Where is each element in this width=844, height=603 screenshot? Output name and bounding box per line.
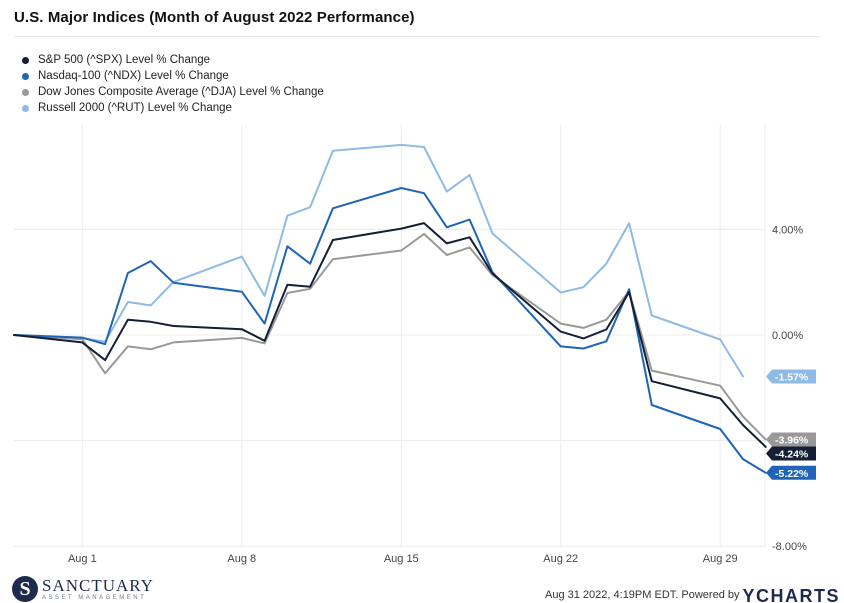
logo-mark: S bbox=[12, 576, 38, 602]
y-tick-label: 0.00% bbox=[772, 330, 803, 342]
legend-item-ndx[interactable]: Nasdaq-100 (^NDX) Level % Change bbox=[22, 68, 324, 84]
end-label-tag-dja bbox=[766, 432, 816, 447]
end-label-ndx: -5.22% bbox=[775, 468, 809, 480]
series-line-dja bbox=[13, 232, 767, 441]
legend-dot bbox=[22, 56, 29, 64]
end-label-tag-ndx bbox=[766, 465, 816, 480]
legend-label: Russell 2000 (^RUT) Level % Change bbox=[38, 102, 232, 114]
legend-label: Nasdaq-100 (^NDX) Level % Change bbox=[38, 70, 229, 82]
page-title: U.S. Major Indices (Month of August 2022… bbox=[14, 9, 415, 26]
legend-item-dja[interactable]: Dow Jones Composite Average (^DJA) Level… bbox=[22, 84, 324, 100]
footer-attribution: Aug 31 2022, 4:19PM EDT. Powered by YCHA… bbox=[545, 589, 840, 603]
end-label-dja: -3.96% bbox=[775, 435, 809, 447]
legend-item-rut[interactable]: Russell 2000 (^RUT) Level % Change bbox=[22, 100, 324, 116]
legend-label: S&P 500 (^SPX) Level % Change bbox=[38, 54, 211, 66]
logo-name: SANCTUARY bbox=[42, 576, 154, 595]
sanctuary-logo: S SANCTUARY ASSET MANAGEMENT bbox=[12, 576, 154, 602]
series-line-rut bbox=[13, 143, 744, 378]
end-label-tag-spx bbox=[766, 446, 816, 461]
ycharts-logo: YCHARTS bbox=[742, 589, 840, 603]
timestamp: Aug 31 2022, 4:19PM EDT. bbox=[545, 589, 679, 601]
chart-legend: S&P 500 (^SPX) Level % Change Nasdaq-100 … bbox=[22, 52, 324, 116]
title-divider bbox=[14, 36, 820, 37]
x-tick-label: Aug 15 bbox=[384, 553, 419, 565]
end-label-tag-rut bbox=[766, 369, 816, 384]
x-tick-label: Aug 22 bbox=[543, 553, 578, 565]
y-tick-label: 4.00% bbox=[772, 224, 803, 236]
powered-by-text: Powered by bbox=[681, 589, 740, 601]
logo-tagline: ASSET MANAGEMENT bbox=[42, 595, 147, 601]
x-tick-label: Aug 8 bbox=[227, 553, 256, 565]
end-label-rut: -1.57% bbox=[775, 371, 809, 383]
y-tick-label: -8.00% bbox=[772, 541, 807, 553]
x-tick-label: Aug 29 bbox=[703, 553, 738, 565]
legend-label: Dow Jones Composite Average (^DJA) Level… bbox=[38, 86, 324, 98]
legend-item-spx[interactable]: S&P 500 (^SPX) Level % Change bbox=[22, 52, 324, 68]
x-tick-label: Aug 1 bbox=[68, 553, 97, 565]
series-line-spx bbox=[13, 222, 767, 448]
legend-dot bbox=[22, 72, 29, 80]
legend-dot bbox=[22, 88, 29, 96]
end-label-spx: -4.24% bbox=[775, 449, 809, 461]
legend-dot bbox=[22, 104, 29, 112]
